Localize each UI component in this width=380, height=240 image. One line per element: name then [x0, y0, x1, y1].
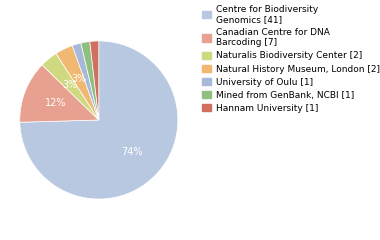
Text: 12%: 12% [45, 98, 67, 108]
Legend: Centre for Biodiversity
Genomics [41], Canadian Centre for DNA
Barcoding [7], Na: Centre for Biodiversity Genomics [41], C… [202, 5, 380, 113]
Wedge shape [72, 43, 99, 120]
Wedge shape [20, 65, 99, 122]
Wedge shape [42, 54, 99, 120]
Wedge shape [81, 42, 99, 120]
Text: 74%: 74% [121, 147, 142, 157]
Wedge shape [56, 46, 99, 120]
Wedge shape [90, 41, 99, 120]
Text: 3%: 3% [71, 74, 86, 84]
Wedge shape [20, 41, 178, 199]
Text: 3%: 3% [62, 79, 78, 90]
